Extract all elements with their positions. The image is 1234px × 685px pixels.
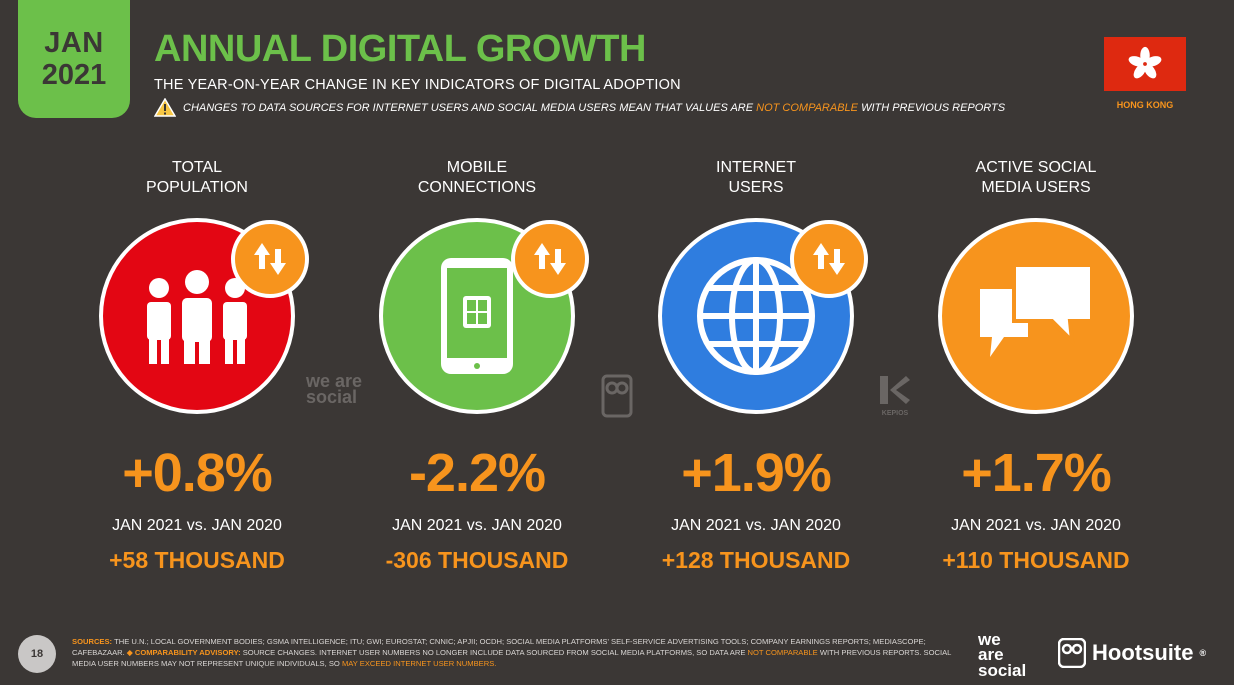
people-icon [147,270,247,364]
warning-icon [154,98,176,117]
indicator-absolute-change: +58 THOUSAND [109,547,285,573]
kepios-label: KEPIOS [881,410,909,418]
warning-text-post: WITH PREVIOUS REPORTS [861,101,1006,114]
indicator-value: -2.2% [408,443,546,503]
country-label: HONG KONG [1116,100,1174,110]
chat-bubbles-icon [980,263,1094,357]
mobile-phone-icon [441,258,513,374]
indicator-absolute-change: +128 THOUSAND [661,547,851,573]
indicator-mobile-connections: MOBILE CONNECTIONS -2.2% JAN 2021 vs. JA… [362,158,592,574]
hootsuite-logo: Hootsuite ® [1058,638,1206,668]
date-month: JAN [44,26,104,59]
change-arrows-badge [790,220,868,298]
up-down-arrows-icon [813,243,845,275]
indicator-absolute-change: +110 THOUSAND [942,547,1130,573]
indicator-period: JAN 2021 vs. JAN 2020 [671,517,841,534]
sources-footnote: SOURCES: THE U.N.; LOCAL GOVERNMENT BODI… [72,637,952,668]
indicator-active-social-media-users: ACTIVE SOCIAL MEDIA USERS +1.7% JAN 2021… [921,158,1151,574]
indicator-absolute-change: -306 THOUSAND [385,547,569,573]
warning-text-pre: CHANGES TO DATA SOURCES FOR INTERNET USE… [183,101,754,114]
indicator-label: TOTAL POPULATION [146,159,248,196]
hootsuite-owl-watermark-icon [601,374,633,418]
up-down-arrows-icon [534,243,566,275]
bauhinia-flower-icon [1128,46,1162,79]
we-are-social-logo: we are social [978,630,1027,680]
date-badge: JAN 2021 [18,0,130,118]
change-arrows-badge [231,220,309,298]
indicator-circle [658,218,868,414]
comparability-warning: CHANGES TO DATA SOURCES FOR INTERNET USE… [154,98,1005,117]
hong-kong-flag [1104,37,1186,91]
kepios-watermark: KEPIOS [878,374,912,418]
indicator-label: INTERNET USERS [716,159,796,196]
indicator-period: JAN 2021 vs. JAN 2020 [951,517,1121,534]
indicator-value: +1.7% [961,443,1112,503]
kepios-logo-icon [880,376,910,404]
indicator-circle [379,218,589,414]
page-subtitle: THE YEAR-ON-YEAR CHANGE IN KEY INDICATOR… [154,77,681,93]
we-are-social-watermark: we are social [306,371,363,408]
change-arrows-badge [511,220,589,298]
indicator-value: +1.9% [681,443,832,503]
indicator-label: ACTIVE SOCIAL MEDIA USERS [975,159,1097,196]
indicator-value: +0.8% [122,443,273,503]
indicator-period: JAN 2021 vs. JAN 2020 [392,517,562,534]
page-title: ANNUAL DIGITAL GROWTH [154,28,646,70]
indicator-period: JAN 2021 vs. JAN 2020 [112,517,282,534]
indicator-total-population: TOTAL POPULATION [82,158,312,574]
page-number: 18 [18,635,56,673]
up-down-arrows-icon [254,243,286,275]
warning-text-highlight: NOT COMPARABLE [756,101,858,114]
indicator-internet-users: INTERNET USERS +1.9% JAN 2021 vs. JAN 20… [641,158,871,574]
date-year: 2021 [41,58,107,91]
indicator-circle [938,218,1134,414]
indicator-label: MOBILE CONNECTIONS [417,159,537,196]
globe-icon [697,257,815,375]
indicator-circle [99,218,309,414]
hootsuite-owl-icon [1058,638,1086,668]
